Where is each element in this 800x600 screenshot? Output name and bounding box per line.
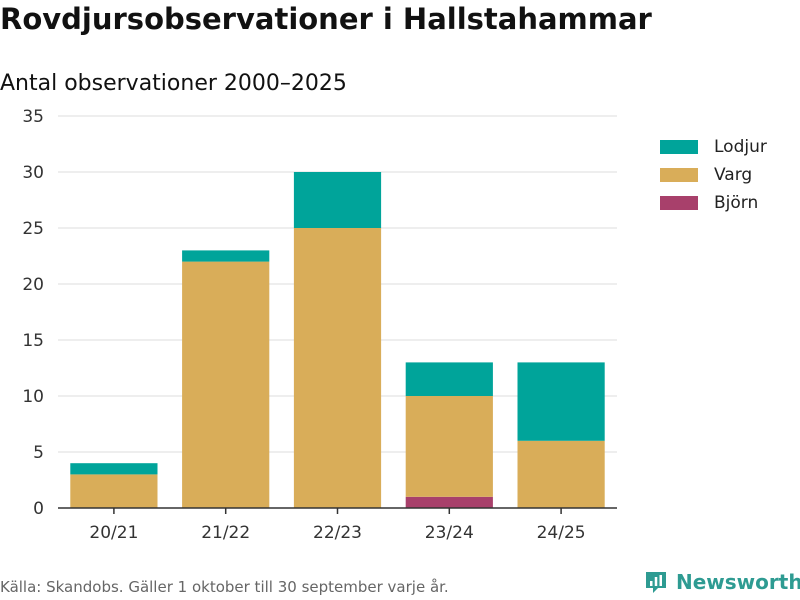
x-tick-label: 21/22 <box>201 523 250 543</box>
bar-varg-20-21[interactable] <box>70 474 158 508</box>
bar-lodjur-24-25[interactable] <box>517 362 605 441</box>
legend-swatch-varg <box>660 168 698 182</box>
y-tick-label: 10 <box>22 387 44 407</box>
bar-bjorn-23-24[interactable] <box>405 496 493 508</box>
legend-item-lodjur[interactable]: Lodjur <box>660 133 767 161</box>
chart-subtitle: Antal observationer 2000–2025 <box>0 71 347 96</box>
legend: Lodjur Varg Björn <box>660 133 767 217</box>
legend-swatch-lodjur <box>660 140 698 154</box>
x-tick-label: 24/25 <box>537 523 586 543</box>
bar-lodjur-22-23[interactable] <box>293 172 382 228</box>
bar-lodjur-21-22[interactable] <box>182 250 270 262</box>
y-tick-label: 25 <box>22 219 44 239</box>
chart-title: Rovdjursobservationer i Hallstahammar <box>0 2 652 36</box>
legend-item-bjorn[interactable]: Björn <box>660 189 767 217</box>
x-axis-tick-labels: 20/21 21/22 22/23 23/24 24/25 <box>89 523 585 543</box>
legend-label-varg: Varg <box>714 165 753 185</box>
source-note: Källa: Skandobs. Gäller 1 oktober till 3… <box>0 578 449 596</box>
bar-varg-24-25[interactable] <box>517 440 605 508</box>
legend-label-bjorn: Björn <box>714 193 759 213</box>
brand-name: Newsworthy <box>676 570 800 594</box>
y-tick-label: 5 <box>33 443 44 463</box>
newsworthy-logo-icon <box>646 572 666 593</box>
bar-lodjur-20-21[interactable] <box>70 463 158 475</box>
y-tick-label: 35 <box>22 107 44 127</box>
x-tick-label: 20/21 <box>89 523 138 543</box>
legend-label-lodjur: Lodjur <box>714 137 767 157</box>
legend-item-varg[interactable]: Varg <box>660 161 767 189</box>
y-tick-label: 0 <box>33 499 44 519</box>
legend-swatch-bjorn <box>660 196 698 210</box>
bar-varg-22-23[interactable] <box>293 228 382 508</box>
y-axis-tick-labels: 0 5 10 15 20 25 30 35 <box>22 107 44 519</box>
y-tick-label: 30 <box>22 163 44 183</box>
bar-varg-23-24[interactable] <box>405 396 493 497</box>
y-tick-label: 15 <box>22 331 44 351</box>
x-axis <box>58 507 617 514</box>
bar-lodjur-23-24[interactable] <box>405 362 493 396</box>
y-tick-label: 20 <box>22 275 44 295</box>
bars <box>70 172 605 508</box>
x-tick-label: 23/24 <box>425 523 474 543</box>
x-tick-label: 22/23 <box>313 523 362 543</box>
bar-varg-21-22[interactable] <box>182 261 270 508</box>
brand[interactable]: Newsworthy <box>644 570 800 594</box>
